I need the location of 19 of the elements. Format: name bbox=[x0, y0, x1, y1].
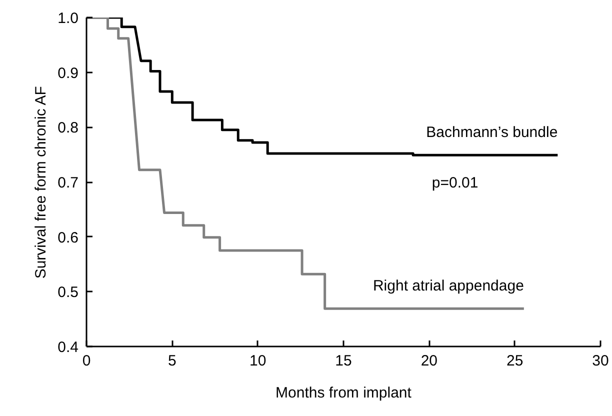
annotation: p=0.01 bbox=[432, 174, 478, 192]
y-tick-label: 0.9 bbox=[58, 64, 79, 82]
y-tick-label: 0.7 bbox=[58, 174, 79, 192]
y-tick-label: 0.4 bbox=[58, 339, 79, 356]
series-label: Right atrial appendage bbox=[372, 278, 524, 295]
y-tick-label: 0.6 bbox=[58, 229, 79, 246]
y-tick-label: 0.5 bbox=[58, 284, 79, 302]
x-tick-label: 15 bbox=[335, 352, 352, 370]
series-label: Bachmann’s bundle bbox=[426, 124, 558, 142]
y-tick-label: 0.8 bbox=[58, 120, 79, 137]
x-tick-label: 25 bbox=[506, 352, 524, 370]
y-axis-title: Survival free form chronic AF bbox=[32, 86, 50, 279]
x-tick-label: 0 bbox=[82, 352, 91, 370]
y-tick-label: 1.0 bbox=[58, 10, 79, 27]
x-tick-label: 5 bbox=[168, 352, 176, 370]
x-tick-label: 10 bbox=[249, 352, 266, 370]
x-tick-label: 20 bbox=[420, 352, 438, 370]
x-tick-label: 30 bbox=[592, 352, 609, 370]
x-axis-title: Months from implant bbox=[276, 384, 412, 402]
